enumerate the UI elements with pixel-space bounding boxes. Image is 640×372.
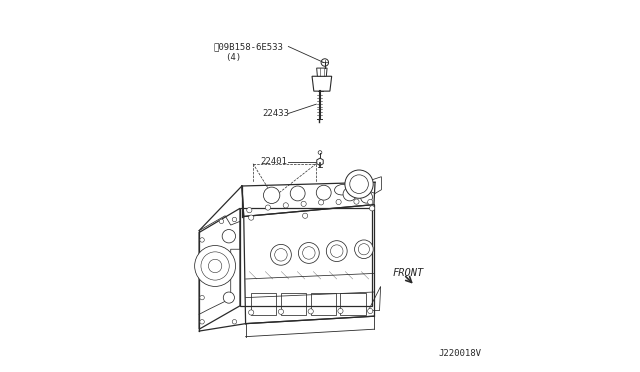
Text: Ⓢ09B158-6E533: Ⓢ09B158-6E533: [214, 42, 284, 51]
Circle shape: [303, 213, 308, 218]
Circle shape: [367, 199, 373, 205]
Circle shape: [275, 248, 287, 261]
Circle shape: [209, 259, 222, 273]
Circle shape: [358, 244, 369, 255]
Circle shape: [223, 292, 234, 303]
Circle shape: [367, 308, 373, 314]
Circle shape: [246, 208, 252, 213]
Circle shape: [360, 191, 372, 203]
Circle shape: [232, 320, 237, 324]
Circle shape: [232, 217, 237, 222]
Circle shape: [345, 170, 373, 198]
Circle shape: [222, 230, 236, 243]
Text: J220018V: J220018V: [439, 349, 482, 358]
Polygon shape: [312, 76, 332, 91]
Circle shape: [283, 203, 289, 208]
Text: 22433: 22433: [262, 109, 289, 118]
Polygon shape: [317, 68, 327, 76]
Text: (4): (4): [225, 53, 241, 62]
Circle shape: [326, 241, 347, 262]
Circle shape: [338, 308, 343, 314]
Circle shape: [308, 309, 314, 314]
Circle shape: [354, 199, 359, 204]
Circle shape: [316, 185, 331, 200]
Circle shape: [301, 201, 306, 206]
Circle shape: [318, 151, 322, 154]
Circle shape: [303, 247, 315, 259]
Circle shape: [336, 199, 341, 205]
Circle shape: [290, 186, 305, 201]
Text: FRONT: FRONT: [392, 269, 424, 278]
Circle shape: [200, 295, 204, 300]
Circle shape: [271, 244, 291, 265]
Polygon shape: [317, 158, 323, 166]
Circle shape: [266, 205, 271, 210]
Circle shape: [349, 175, 369, 193]
Circle shape: [355, 240, 373, 259]
Circle shape: [343, 187, 356, 201]
Text: 22401: 22401: [260, 157, 287, 166]
Circle shape: [200, 320, 204, 324]
Circle shape: [298, 243, 319, 263]
Circle shape: [319, 200, 324, 205]
Circle shape: [219, 219, 223, 224]
Circle shape: [201, 252, 229, 280]
Circle shape: [278, 309, 284, 314]
Circle shape: [248, 215, 254, 220]
Circle shape: [330, 245, 343, 257]
Circle shape: [321, 59, 328, 66]
Circle shape: [369, 206, 374, 211]
Circle shape: [248, 310, 254, 315]
Circle shape: [200, 238, 204, 242]
Circle shape: [195, 246, 236, 286]
Circle shape: [264, 187, 280, 203]
